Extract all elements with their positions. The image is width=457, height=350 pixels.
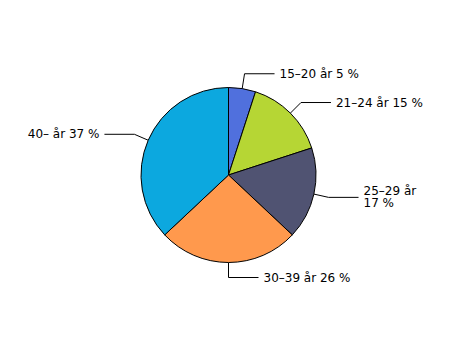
svg-text:15–20 år 5 %: 15–20 år 5 % [280, 67, 359, 81]
svg-text:25–29 år: 25–29 år [363, 184, 417, 199]
svg-text:21–24 år 15 %: 21–24 år 15 % [336, 96, 423, 110]
svg-text:30–39 år 26 %: 30–39 år 26 % [264, 271, 351, 285]
svg-text:40– år 37 %: 40– år 37 % [28, 127, 100, 141]
svg-text:17 %: 17 % [364, 196, 395, 210]
